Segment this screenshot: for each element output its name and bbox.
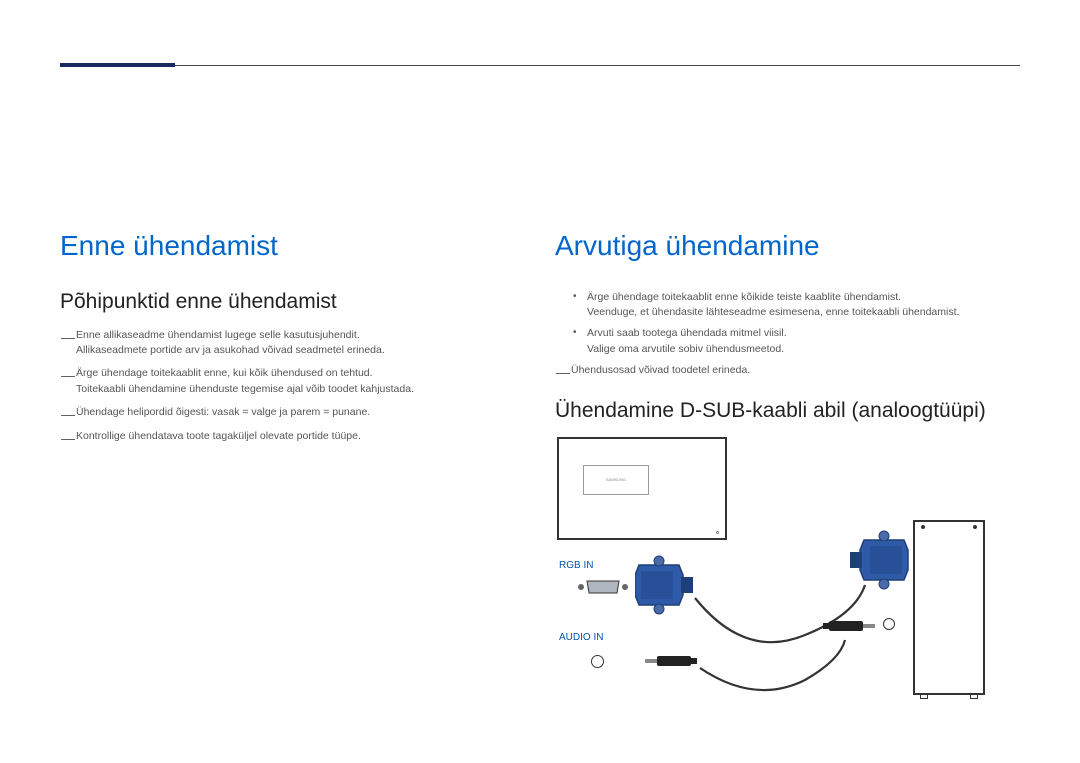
bullet-item: • Ärge ühendage toitekaablit enne kõikid… [573,290,1005,320]
audio-in-label: AUDIO IN [559,632,603,643]
bullet-icon: • [573,326,587,338]
bullet-icon: • [573,290,587,302]
connection-diagram: SAMSUNG RGB IN AUDIO IN [555,435,995,735]
note-text: Kontrollige ühendatava toote tagaküljel … [76,429,361,444]
dash-icon: ― [60,405,76,421]
dash-icon: ― [60,429,76,445]
note-text: Ärge ühendage toitekaablit enne, kui kõi… [76,366,414,396]
note-text: Enne allikaseadme ühendamist lugege sell… [76,328,385,358]
left-heading: Enne ühendamist [60,230,490,262]
note-text: Ühendage helipordid õigesti: vasak = val… [76,405,370,420]
header-accent-bar [60,63,175,67]
note-item: ― Kontrollige ühendatava toote tagakülje… [60,429,490,445]
audio-port-icon [591,655,604,668]
dash-icon: ― [555,363,571,379]
note-item: ― Ühendusosad võivad toodetel erineda. [555,363,1005,379]
pc-tower-icon [913,520,985,695]
audio-port-pc-icon [883,618,895,630]
left-column: Enne ühendamist Põhipunktid enne ühendam… [60,230,490,453]
right-subheading: Ühendamine D-SUB-kaabli abil (analoogtüü… [555,399,1005,423]
left-subheading: Põhipunktid enne ühendamist [60,290,490,314]
bullet-item: • Arvuti saab tootega ühendada mitmel vi… [573,326,1005,356]
header-divider [60,65,1020,66]
vga-plug-icon [635,555,697,615]
dash-icon: ― [60,328,76,344]
note-item: ― Ühendage helipordid õigesti: vasak = v… [60,405,490,421]
note-item: ― Enne allikaseadme ühendamist lugege se… [60,328,490,358]
note-item: ― Ärge ühendage toitekaablit enne, kui k… [60,366,490,396]
vga-port-icon [577,579,614,595]
rgb-in-label: RGB IN [559,560,593,571]
dash-icon: ― [60,366,76,382]
audio-plug-icon [820,618,875,641]
bullet-text: Arvuti saab tootega ühendada mitmel viis… [587,326,787,356]
monitor-led-icon [716,531,719,534]
monitor-brand-label: SAMSUNG [583,465,649,495]
bullet-text: Ärge ühendage toitekaablit enne kõikide … [587,290,959,320]
right-column: Arvutiga ühendamine • Ärge ühendage toit… [555,230,1005,735]
vga-plug-icon [850,530,912,590]
right-heading: Arvutiga ühendamine [555,230,1005,262]
monitor-icon: SAMSUNG [557,437,727,540]
note-text: Ühendusosad võivad toodetel erineda. [571,363,750,378]
audio-plug-icon [645,653,700,676]
